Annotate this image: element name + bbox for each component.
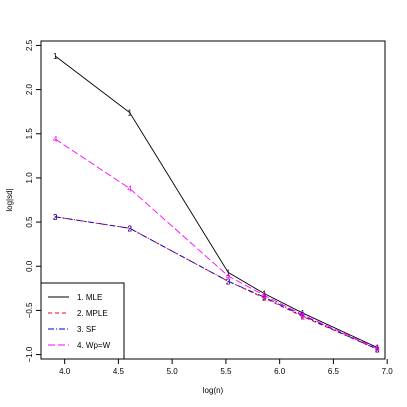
series-point-label: 1	[226, 268, 231, 277]
series-point-label: 4	[375, 344, 380, 353]
series-line	[54, 138, 378, 349]
x-tick-label: 5.0	[167, 367, 179, 376]
y-tick-label: 0.5	[25, 216, 34, 228]
series-point-label: 3	[301, 312, 306, 321]
series-point-label: 2	[301, 313, 306, 322]
x-axis: 4.0 4.5 5.0 5.5 6.0 6.5 7.0	[59, 359, 393, 376]
series-point-label: 1	[301, 309, 306, 318]
series-point-label: 4	[262, 291, 267, 300]
plot-frame-group	[40, 40, 386, 360]
plot-frame	[40, 40, 386, 360]
series-point-label: 4	[301, 311, 306, 320]
y-tick-label: 1.0	[25, 172, 34, 184]
x-tick-label: 6.5	[328, 367, 340, 376]
y-axis: −1.0 −0.5 0.0 0.5 1.0 1.5 2.0 2.5	[25, 39, 41, 362]
y-axis-title: log|sd|	[5, 188, 14, 211]
x-tick-label: 4.5	[113, 367, 125, 376]
series-point-label: 4	[127, 185, 132, 194]
series-point-label: 4	[53, 135, 58, 144]
series-line	[54, 55, 378, 348]
legend-label: 4. Wp=W	[77, 341, 111, 350]
y-tick-label: 0.0	[25, 260, 34, 272]
series-point-label: 1	[262, 290, 267, 299]
series-point-label: 2	[262, 294, 267, 303]
series-point-label: 1	[53, 52, 58, 61]
legend-label: 2. MPLE	[77, 309, 108, 318]
y-tick-label: −1.0	[25, 346, 34, 362]
y-tick-label: 2.0	[25, 83, 34, 95]
series-line	[55, 216, 378, 350]
legend: 1. MLE 2. MPLE 3. SF 4. Wp=W	[40, 282, 125, 360]
series-point-label: 1	[127, 109, 132, 118]
y-tick-label: −0.5	[25, 302, 34, 318]
legend-label: 3. SF	[77, 325, 96, 334]
series-point-label: 2	[127, 224, 132, 233]
legend-label: 1. MLE	[77, 293, 102, 302]
series-point-label: 3	[262, 293, 267, 302]
x-tick-label: 4.0	[59, 367, 71, 376]
legend-box	[40, 282, 125, 360]
y-tick-label: 1.5	[25, 128, 34, 140]
series-point-label: 4	[226, 272, 231, 281]
series-point-label: 1	[375, 344, 380, 353]
series-point-label: 3	[375, 345, 380, 354]
x-tick-label: 5.5	[220, 367, 232, 376]
series-point-label: 2	[53, 213, 58, 222]
series-point-label: 3	[226, 277, 231, 286]
series-point-label: 3	[127, 224, 132, 233]
y-tick-label: 2.5	[25, 39, 34, 51]
x-tick-label: 7.0	[382, 367, 394, 376]
series-point-label: 2	[375, 345, 380, 354]
x-tick-label: 6.0	[274, 367, 286, 376]
x-axis-title: log(n)	[203, 386, 224, 395]
series-line	[55, 216, 378, 350]
series-point-label: 3	[53, 213, 58, 222]
